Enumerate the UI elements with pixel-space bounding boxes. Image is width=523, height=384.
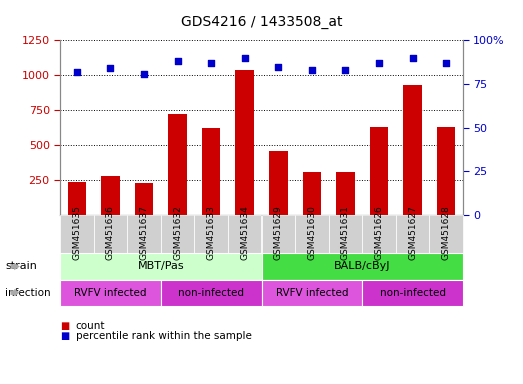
Text: non-infected: non-infected bbox=[178, 288, 244, 298]
Text: ■: ■ bbox=[60, 321, 70, 331]
Text: count: count bbox=[76, 321, 105, 331]
Text: GSM451630: GSM451630 bbox=[308, 205, 316, 260]
Bar bbox=[403, 85, 422, 215]
Text: GSM451637: GSM451637 bbox=[140, 205, 149, 260]
Bar bbox=[269, 151, 288, 215]
Bar bbox=[370, 127, 388, 215]
Text: GSM451628: GSM451628 bbox=[441, 205, 451, 260]
Point bbox=[308, 67, 316, 73]
Bar bbox=[437, 127, 456, 215]
Point bbox=[274, 63, 282, 70]
Text: GSM451634: GSM451634 bbox=[240, 205, 249, 260]
Point bbox=[442, 60, 450, 66]
Text: non-infected: non-infected bbox=[380, 288, 446, 298]
Point bbox=[207, 60, 215, 66]
Bar bbox=[202, 128, 220, 215]
Text: GSM451633: GSM451633 bbox=[207, 205, 215, 260]
Text: RVFV infected: RVFV infected bbox=[74, 288, 147, 298]
Bar bbox=[235, 70, 254, 215]
Text: GSM451631: GSM451631 bbox=[341, 205, 350, 260]
Text: strain: strain bbox=[5, 262, 37, 271]
Bar bbox=[135, 183, 153, 215]
Text: RVFV infected: RVFV infected bbox=[276, 288, 348, 298]
Text: GDS4216 / 1433508_at: GDS4216 / 1433508_at bbox=[181, 15, 342, 29]
Point bbox=[140, 70, 148, 76]
Text: GSM451635: GSM451635 bbox=[72, 205, 82, 260]
Bar bbox=[303, 172, 321, 215]
Bar bbox=[336, 172, 355, 215]
Text: GSM451626: GSM451626 bbox=[374, 205, 383, 260]
Point bbox=[241, 55, 249, 61]
Text: GSM451629: GSM451629 bbox=[274, 205, 283, 260]
Point bbox=[73, 69, 81, 75]
Text: infection: infection bbox=[5, 288, 51, 298]
Text: MBT/Pas: MBT/Pas bbox=[138, 262, 184, 271]
Bar bbox=[168, 114, 187, 215]
Text: GSM451636: GSM451636 bbox=[106, 205, 115, 260]
Bar bbox=[101, 176, 120, 215]
Text: BALB/cByJ: BALB/cByJ bbox=[334, 262, 391, 271]
Text: GSM451627: GSM451627 bbox=[408, 205, 417, 260]
Bar bbox=[67, 182, 86, 215]
Point bbox=[408, 55, 417, 61]
Point bbox=[106, 65, 115, 71]
Point bbox=[174, 58, 182, 65]
Text: ■: ■ bbox=[60, 331, 70, 341]
Text: GSM451632: GSM451632 bbox=[173, 205, 182, 260]
Point bbox=[375, 60, 383, 66]
Text: percentile rank within the sample: percentile rank within the sample bbox=[76, 331, 252, 341]
Point bbox=[341, 67, 349, 73]
